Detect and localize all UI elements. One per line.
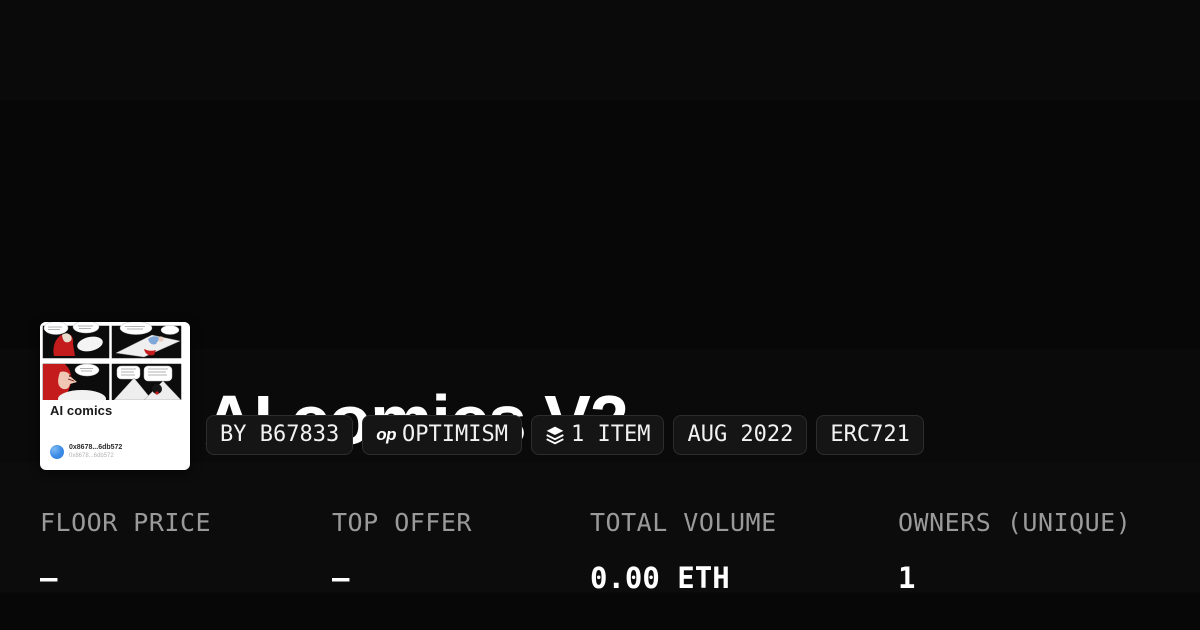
- stat-total-volume-value: 0.00 ETH: [590, 561, 730, 595]
- stat-owners-value: 1: [898, 561, 916, 595]
- badge-items[interactable]: 1 ITEM: [530, 415, 665, 455]
- collection-thumbnail-card[interactable]: AI comics 0x8678...6db572 0x8678...6db57…: [40, 322, 190, 470]
- stat-total-volume: TOTAL VOLUME 0.00 ETH: [590, 508, 898, 595]
- collection-thumbnail-art: [40, 322, 190, 400]
- badge-created[interactable]: AUG 2022: [673, 415, 808, 455]
- stat-floor-price-label: FLOOR PRICE: [40, 508, 212, 537]
- stat-top-offer-value: –: [332, 561, 350, 595]
- stats-row: FLOOR PRICE – TOP OFFER – TOTAL VOLUME 0…: [40, 508, 1131, 595]
- stat-total-volume-label: TOTAL VOLUME: [590, 508, 777, 537]
- stat-top-offer: TOP OFFER –: [332, 508, 590, 595]
- stat-floor-price-value: –: [40, 561, 58, 595]
- thumbnail-collection-name: AI comics: [50, 403, 113, 418]
- owner-address: 0x8678...6db572: [69, 452, 114, 459]
- badge-items-label: 1 ITEM: [570, 422, 651, 447]
- owner-name: 0x8678...6db572: [69, 444, 123, 451]
- badge-creator[interactable]: BY B67833: [206, 415, 354, 455]
- stat-top-offer-label: TOP OFFER: [332, 508, 472, 537]
- layers-icon: [545, 425, 565, 445]
- stat-owners: OWNERS (UNIQUE) 1: [898, 508, 1131, 595]
- badge-chain[interactable]: op OPTIMISM: [362, 415, 522, 455]
- stat-floor-price: FLOOR PRICE –: [40, 508, 332, 595]
- stat-owners-label: OWNERS (UNIQUE): [898, 508, 1132, 537]
- badge-standard[interactable]: ERC721: [816, 415, 924, 455]
- owner-avatar: [50, 445, 64, 460]
- badge-standard-label: ERC721: [830, 422, 910, 447]
- badge-row: BY B67833 op OPTIMISM 1 ITEM AUG 2022 ER…: [206, 415, 924, 455]
- badge-chain-label: OPTIMISM: [402, 422, 508, 447]
- badge-created-label: AUG 2022: [687, 422, 794, 447]
- thumbnail-owner-row: 0x8678...6db572 0x8678...6db572: [50, 444, 122, 460]
- badge-creator-label: BY B67833: [220, 422, 340, 447]
- optimism-icon: op: [376, 424, 396, 444]
